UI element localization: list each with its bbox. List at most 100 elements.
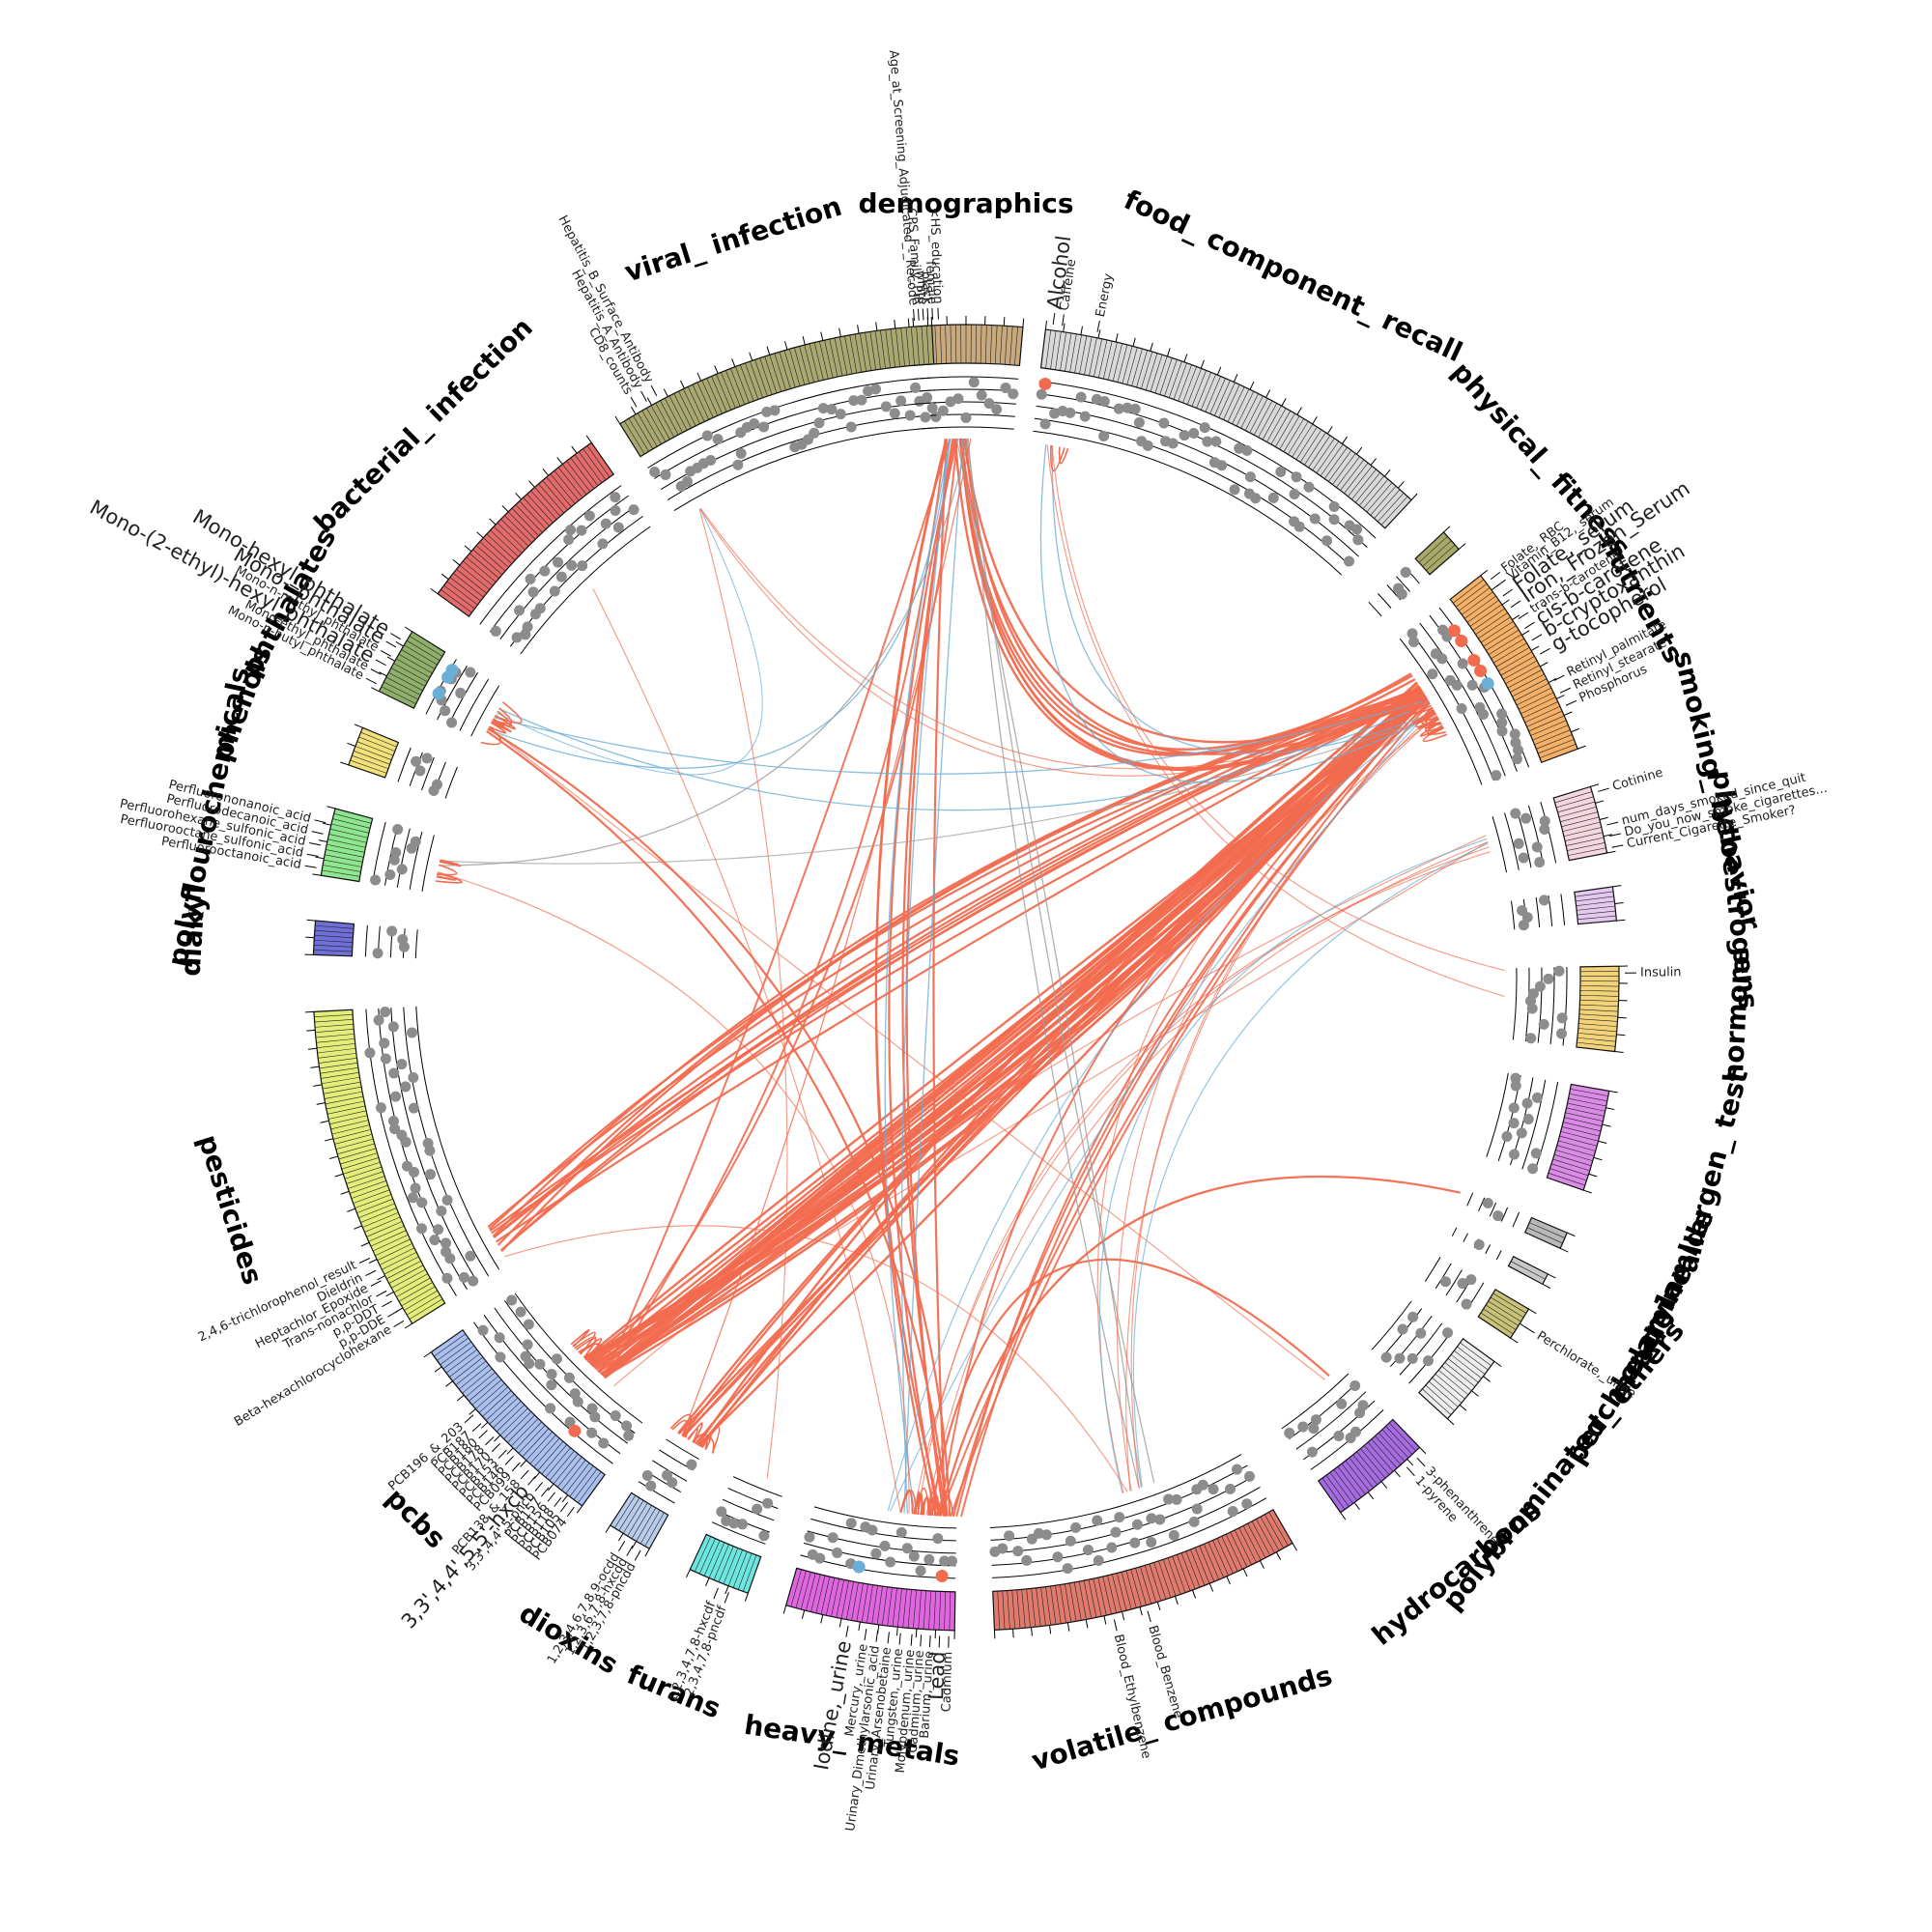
bar-stripe [764, 355, 778, 394]
bar-tick [561, 1494, 569, 1503]
bar-stripe [325, 1095, 364, 1105]
association-link [955, 438, 1142, 1488]
bar-stripe [1153, 1562, 1167, 1600]
bar-stripe [1323, 446, 1348, 479]
bar-stripe [1579, 985, 1619, 987]
bar-stripe [1221, 1536, 1238, 1572]
bar-stripe [1432, 1378, 1463, 1404]
label-connector [1495, 579, 1506, 587]
association-link [496, 508, 763, 776]
association-link [888, 438, 958, 1517]
bar-tick [556, 457, 563, 465]
bar-tick [1208, 1582, 1214, 1592]
sector-furans [686, 1476, 782, 1602]
bar-stripe [1069, 333, 1077, 373]
bar-tick [1249, 381, 1255, 390]
bar-stripe [1218, 382, 1236, 418]
bar-stripe [337, 1143, 375, 1155]
variable-dot [432, 779, 443, 790]
variable-dot [1352, 534, 1364, 546]
variable-dot [396, 1059, 408, 1070]
variable-dot [1146, 1537, 1157, 1548]
track-ring [1485, 1244, 1492, 1255]
bar-stripe [1325, 1475, 1350, 1507]
bar-stripe [1196, 372, 1211, 409]
association-link [1051, 445, 1435, 754]
variable-dot [1333, 1430, 1345, 1441]
variable-dot [1512, 744, 1523, 755]
self-association-link [440, 859, 460, 866]
bar-tick [1139, 1606, 1143, 1616]
sector-perchlorate [1424, 1257, 1537, 1344]
bar-stripe [892, 1587, 897, 1627]
bar-stripe [631, 1505, 652, 1539]
bar-tick [663, 388, 668, 397]
variable-dot [583, 510, 595, 522]
bar-stripe [355, 746, 392, 760]
sector-diakyl [304, 919, 418, 959]
variable-label: Cadmium [940, 1652, 956, 1713]
self-association-link [922, 1495, 929, 1516]
variable-dot [1142, 440, 1153, 451]
bar-tick [1583, 1189, 1592, 1194]
bar-stripe [1031, 1588, 1037, 1628]
bar-stripe [1312, 438, 1335, 471]
variable-dot [586, 1427, 598, 1438]
track-ring [444, 766, 458, 799]
association-link [699, 508, 1425, 777]
bar-tick [820, 331, 824, 341]
label-connector [527, 1475, 536, 1486]
bar-stripe [314, 1014, 354, 1018]
bar-stripe [529, 1435, 556, 1464]
variable-dot [421, 753, 433, 764]
variable-dot [1415, 1327, 1427, 1339]
bar-stripe [794, 347, 806, 385]
bar-stripe [322, 1081, 361, 1090]
bar-stripe [732, 1551, 748, 1588]
bar-tick [644, 1548, 650, 1557]
bar-stripe [364, 1216, 401, 1233]
bar-stripe [721, 372, 736, 409]
bar-stripe [1380, 496, 1408, 526]
variable-dot [1168, 1529, 1179, 1541]
bar-stripe [323, 1086, 362, 1094]
bar-stripe [867, 1584, 873, 1624]
highlight-dot [445, 664, 459, 677]
variable-dot [870, 1548, 882, 1559]
bar-stripe [1238, 1527, 1257, 1563]
bar-stripe [933, 1591, 937, 1631]
track-ring [1371, 1300, 1412, 1350]
track-ring [1399, 638, 1483, 785]
bar-tick [686, 1569, 691, 1578]
bar-stripe [1336, 456, 1360, 488]
variable-dot [553, 556, 564, 568]
highlight-dot [1481, 677, 1494, 691]
variable-dot [682, 476, 694, 488]
bar-stripe [1145, 353, 1158, 390]
bar-tick [1233, 374, 1238, 383]
bar-stripe [806, 1573, 816, 1611]
bar-stripe [1378, 493, 1405, 523]
association-link [1051, 445, 1506, 972]
variable-dot [1075, 391, 1087, 403]
bar-tick [1275, 1551, 1282, 1560]
bar-stripe [1536, 734, 1573, 750]
bar-stripe [1425, 1384, 1455, 1411]
bar-stripe [910, 327, 915, 366]
variable-dot [610, 492, 621, 503]
variable-dot [1113, 403, 1124, 414]
track-ring [1281, 1373, 1350, 1430]
bar-stripe [315, 1034, 355, 1038]
bar-tick [1602, 1123, 1611, 1127]
bar-stripe [627, 1502, 648, 1537]
bar-stripe [329, 1115, 368, 1124]
bar-tick [744, 1593, 749, 1602]
label-connector [618, 1541, 626, 1551]
variable-dot [1407, 1311, 1419, 1322]
bar-stripe [1577, 905, 1615, 911]
bar-tick [1419, 1446, 1427, 1455]
label-connector [520, 1469, 529, 1480]
bar-stripe [1185, 1550, 1201, 1588]
variable-dot [1306, 1446, 1318, 1458]
label-connector [370, 1280, 382, 1287]
